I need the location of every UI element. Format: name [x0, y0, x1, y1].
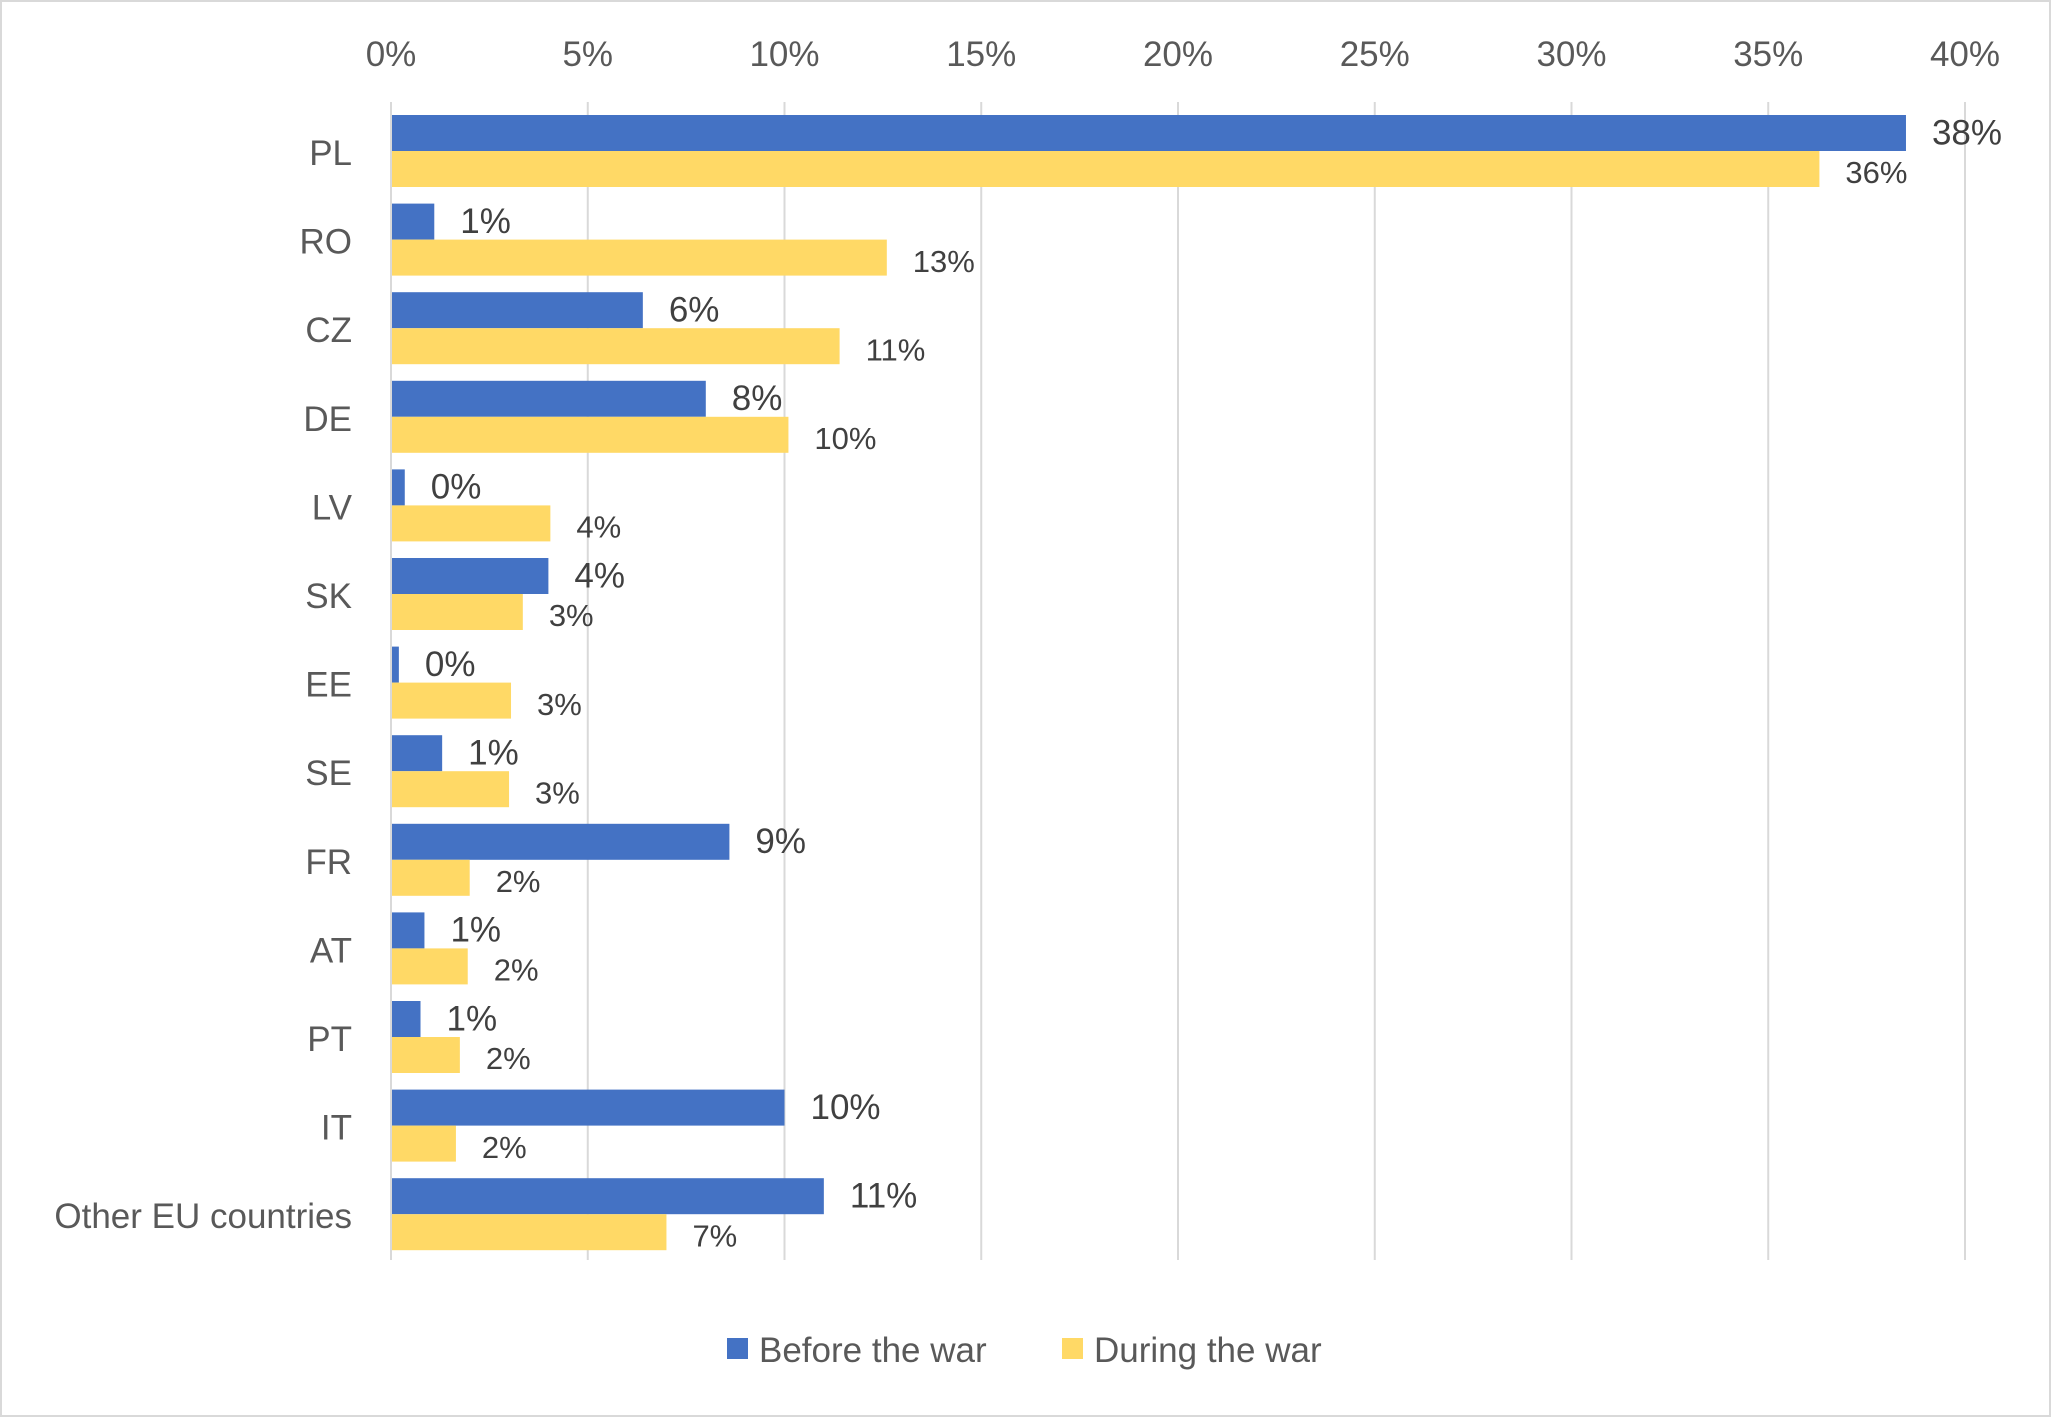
bar-before-cz	[391, 292, 643, 329]
category-labels: PL RO CZ DE LV SK EE SE FR AT PT IT Other EU countri…	[54, 134, 352, 1236]
data-label: 4%	[576, 510, 621, 545]
category-label: EE	[305, 666, 352, 705]
bar-during-de	[391, 416, 789, 453]
category-label: SK	[305, 577, 352, 616]
bar-before-de	[391, 380, 706, 417]
x-tick-label: 10%	[749, 35, 819, 74]
legend: Before the war During the war	[727, 1331, 1322, 1370]
bars	[391, 115, 1906, 1251]
bar-before-ee	[391, 646, 399, 683]
bar-before-ro	[391, 203, 435, 240]
data-label: 36%	[1845, 155, 1907, 190]
legend-label-before-the-war: Before the war	[759, 1331, 987, 1370]
data-label: 1%	[450, 911, 501, 950]
x-axis-tick-labels: 0% 5% 10% 15% 20% 25% 30% 35% 40%	[366, 35, 2000, 74]
bar-before-at	[391, 912, 425, 949]
category-label: Other EU countries	[54, 1197, 352, 1236]
gridlines	[586, 102, 1966, 1260]
data-label: 0%	[425, 645, 476, 684]
data-label: 2%	[494, 953, 539, 988]
legend-swatch-before-the-war	[727, 1338, 748, 1359]
bar-during-at	[391, 948, 468, 985]
data-label: 4%	[574, 556, 625, 595]
bar-during-it	[391, 1125, 456, 1162]
bar-before-pl	[391, 115, 1906, 151]
data-label: 7%	[692, 1218, 737, 1253]
bar-before-se	[391, 735, 443, 772]
bar-during-sk	[391, 594, 523, 630]
bar-before-fr	[391, 823, 730, 860]
data-label: 1%	[460, 202, 511, 241]
bar-before-it	[391, 1089, 785, 1126]
bar-during-fr	[391, 859, 470, 896]
category-label: CZ	[305, 311, 352, 350]
category-label: AT	[310, 931, 352, 970]
bar-before-sk	[391, 558, 549, 594]
data-label: 2%	[486, 1041, 531, 1076]
x-tick-label: 35%	[1733, 35, 1803, 74]
bar-during-pl	[391, 151, 1820, 187]
data-label: 6%	[669, 290, 720, 329]
legend-label-during-the-war: During the war	[1094, 1331, 1322, 1370]
bar-during-ee	[391, 682, 512, 719]
legend-swatch-during-the-war	[1062, 1338, 1083, 1359]
data-label: 2%	[482, 1130, 527, 1165]
bar-during-cz	[391, 328, 840, 365]
bar-before-lv	[391, 469, 405, 506]
category-label: SE	[305, 754, 352, 793]
category-label: RO	[300, 223, 353, 262]
data-label: 3%	[549, 598, 594, 633]
data-labels: 38%36%1%13%6%11%8%10%0%4%4%3%0%3%1%3%9%2…	[425, 113, 2002, 1253]
bar-during-pt	[391, 1037, 460, 1073]
data-label: 10%	[814, 421, 876, 456]
data-label: 13%	[913, 244, 975, 279]
data-label: 9%	[755, 822, 806, 861]
x-tick-label: 20%	[1143, 35, 1213, 74]
data-label: 1%	[468, 733, 519, 772]
data-label: 0%	[431, 468, 482, 507]
data-label: 10%	[811, 1088, 881, 1127]
data-label: 3%	[535, 775, 580, 810]
category-label: IT	[321, 1109, 352, 1148]
bar-before-pt	[391, 1001, 421, 1037]
x-tick-label: 40%	[1930, 35, 2000, 74]
category-label: LV	[312, 488, 353, 527]
x-tick-label: 15%	[946, 35, 1016, 74]
bar-during-other-eu-countries	[391, 1214, 667, 1251]
data-label: 2%	[496, 864, 541, 899]
category-label: PT	[307, 1020, 352, 1059]
bar-before-other-eu-countries	[391, 1178, 824, 1215]
x-tick-label: 0%	[366, 35, 417, 74]
data-label: 8%	[732, 379, 783, 418]
data-label: 3%	[537, 687, 582, 722]
x-tick-label: 30%	[1536, 35, 1606, 74]
data-label: 11%	[850, 1176, 917, 1215]
data-label: 1%	[447, 999, 498, 1038]
data-label: 38%	[1932, 113, 2002, 152]
category-label: PL	[309, 134, 352, 173]
bar-during-lv	[391, 505, 551, 542]
bar-during-ro	[391, 239, 887, 276]
data-label: 11%	[866, 332, 926, 367]
bar-during-se	[391, 771, 510, 808]
x-tick-label: 25%	[1340, 35, 1410, 74]
category-label: DE	[303, 400, 352, 439]
x-tick-label: 5%	[562, 35, 613, 74]
category-label: FR	[305, 843, 352, 882]
